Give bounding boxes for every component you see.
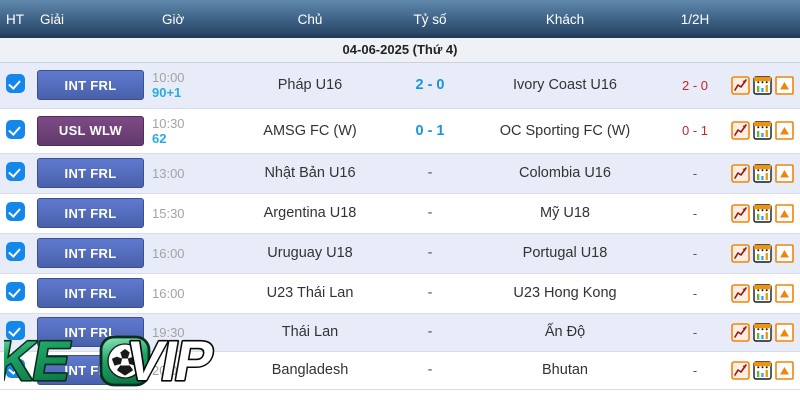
svg-text:KE: KE: [4, 332, 75, 392]
svg-text:VIP: VIP: [121, 332, 217, 392]
